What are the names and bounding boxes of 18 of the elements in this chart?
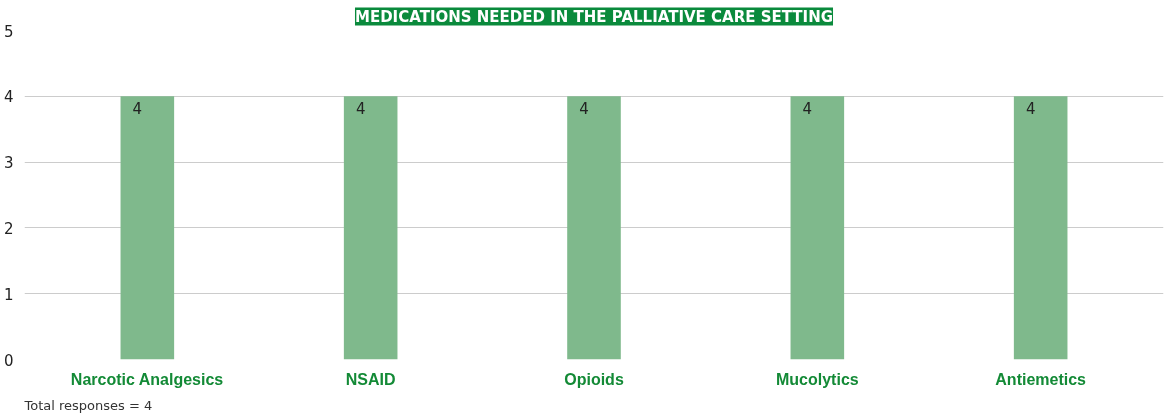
chart-title: MEDICATIONS NEEDED IN THE PALLIATIVE CARE SETTING — [354, 7, 834, 26]
y-tick-label: 3 — [3, 154, 14, 173]
y-tick-label: 1 — [3, 285, 14, 304]
x-tick-label: Opioids — [564, 370, 624, 388]
x-tick-label: NSAID — [345, 370, 396, 388]
text: Total responses = 4 — [23, 397, 153, 413]
y-tick-label: 4 — [3, 88, 14, 107]
x-tick-label: Narcotic Analgesics — [70, 370, 224, 388]
x-tick-label: Mucolytics — [775, 370, 859, 388]
y-tick-label: 5 — [3, 22, 14, 41]
data-label: 4 — [802, 100, 813, 119]
data-label: 4 — [1025, 100, 1036, 119]
data-label: 4 — [355, 100, 366, 119]
data-label: 4 — [579, 100, 589, 119]
y-tick-label: 2 — [3, 219, 14, 238]
x-tick-label: Antiemetics — [995, 370, 1087, 388]
data-label: 4 — [132, 100, 143, 119]
y-tick-label: 0 — [3, 351, 14, 370]
